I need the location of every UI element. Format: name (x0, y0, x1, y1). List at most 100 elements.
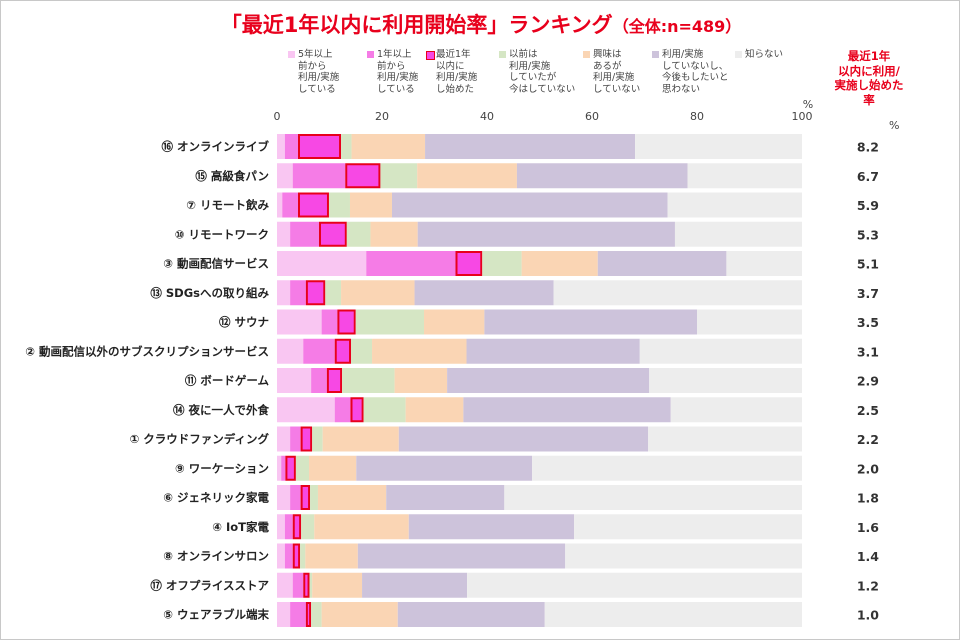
bar-segment-recent (300, 426, 313, 452)
bar-segment (292, 572, 304, 598)
bar-segment (405, 397, 464, 423)
bar-segment-recent (305, 280, 326, 306)
bar-segment-recent (334, 338, 352, 364)
rate-value: 1.2 (857, 578, 879, 593)
bar-segment (281, 455, 286, 481)
x-tick-label: 60 (585, 110, 599, 123)
bar-segment (414, 280, 554, 306)
rate-column-header: 最近1年 以内に利用/ 実施し始めた 率 (834, 49, 904, 107)
bar-segment (312, 572, 363, 598)
bar-segment (309, 572, 313, 598)
bar-segment (300, 543, 306, 569)
bar-segment (553, 280, 802, 306)
x-tick-label: 0 (274, 110, 281, 123)
category-label: ⑭ 夜に一人で外食 (173, 403, 270, 417)
legend-label: 以前は 利用/実施 していたが 今はしていない (509, 49, 576, 95)
legend-label: 1年以上 前から 利用/実施 している (377, 49, 419, 95)
bar-segment (277, 338, 304, 364)
bar-segment-recent (292, 543, 301, 569)
bar-segment (351, 134, 426, 159)
category-label: ⑦ リモート飲み (186, 198, 269, 212)
bar-segment (277, 543, 285, 569)
bar-segment (363, 397, 406, 423)
category-label: ⑬ SDGsへの取り組み (150, 286, 269, 300)
legend-swatch (288, 51, 295, 58)
bar-segment (277, 572, 293, 598)
bar-segment (290, 426, 301, 452)
bar-segment (341, 134, 352, 159)
bar-segment (648, 426, 802, 452)
legend-swatch (499, 51, 506, 58)
bar-segment (425, 134, 636, 159)
x-axis-unit: % (803, 98, 813, 111)
legend-label: 知らない (745, 49, 784, 60)
rate-value: 1.4 (857, 549, 879, 564)
legend-swatch (583, 51, 590, 58)
title-main: 「最近1年以内に利用開始率」ランキング (220, 13, 613, 37)
x-tick-label: 20 (375, 110, 389, 123)
bar-segment (670, 397, 802, 423)
rate-value: 8.2 (857, 140, 879, 155)
bar-segment (312, 426, 323, 452)
category-label: ④ IoT家電 (212, 520, 269, 534)
bar-segment (649, 368, 802, 393)
rate-value: 5.1 (857, 257, 879, 272)
bar-segment (372, 338, 467, 364)
rate-value: 2.0 (857, 461, 879, 476)
rate-value: 3.1 (857, 344, 879, 359)
category-label: ③ 動画配信サービス (163, 257, 269, 271)
rate-value: 6.7 (857, 169, 879, 184)
legend-label: 最近1年 以内に 利用/実施 し始めた (436, 49, 478, 95)
bar-segment-recent (350, 397, 364, 423)
bar-segment (277, 602, 291, 627)
bar-segment-recent (326, 368, 343, 393)
category-label: ⑨ ワーケーション (175, 461, 269, 475)
category-label: ① クラウドファンディング (130, 432, 270, 446)
legend-swatch (652, 51, 659, 58)
bar-segment (386, 485, 505, 510)
bar-segment (574, 514, 802, 540)
bar-segment (484, 309, 697, 335)
bar-segment (417, 221, 675, 247)
category-label: ⑯ オンラインライブ (161, 140, 269, 154)
bar-segment (325, 280, 342, 306)
bar-segment (311, 602, 322, 627)
bar-segment (667, 192, 802, 218)
x-tick-label: 80 (690, 110, 704, 123)
bar-segment (504, 485, 802, 510)
bar-segment (311, 368, 327, 393)
bar-segment (356, 455, 533, 481)
bar-segment (310, 485, 318, 510)
chart-title: 「最近1年以内に利用開始率」ランキング（全体:n=489） (1, 9, 959, 39)
rate-value: 3.7 (857, 286, 879, 301)
rate-value: 1.8 (857, 491, 879, 506)
bar-segment (532, 455, 802, 481)
x-tick-label: 40 (480, 110, 494, 123)
bar-segment (394, 368, 448, 393)
bar-segment (355, 309, 424, 335)
bar-segment (467, 572, 802, 598)
rate-value: 2.9 (857, 374, 879, 389)
bar-segment (321, 309, 338, 335)
bar-segment (317, 485, 387, 510)
bar-segment (309, 455, 357, 481)
bar-segment (277, 426, 291, 452)
bar-segment (305, 543, 358, 569)
title-subtitle: （全体:n=489） (612, 17, 742, 36)
bar-segment (380, 163, 418, 189)
category-label: ② 動画配信以外のサブスクリプションサービス (25, 344, 269, 358)
category-label: ⑧ オンラインサロン (163, 549, 269, 563)
bar-segment (284, 134, 298, 159)
category-label: ⑮ 高級食パン (195, 169, 269, 183)
bar-segment (328, 192, 350, 218)
bar-segment-recent (305, 602, 312, 627)
bar-segment (284, 543, 293, 569)
rate-value: 2.5 (857, 403, 879, 418)
bar-segment (292, 163, 346, 189)
bar-segment (277, 397, 335, 423)
bar-segment (408, 514, 575, 540)
rate-value: 1.0 (857, 608, 879, 623)
bar-segment (277, 134, 285, 159)
